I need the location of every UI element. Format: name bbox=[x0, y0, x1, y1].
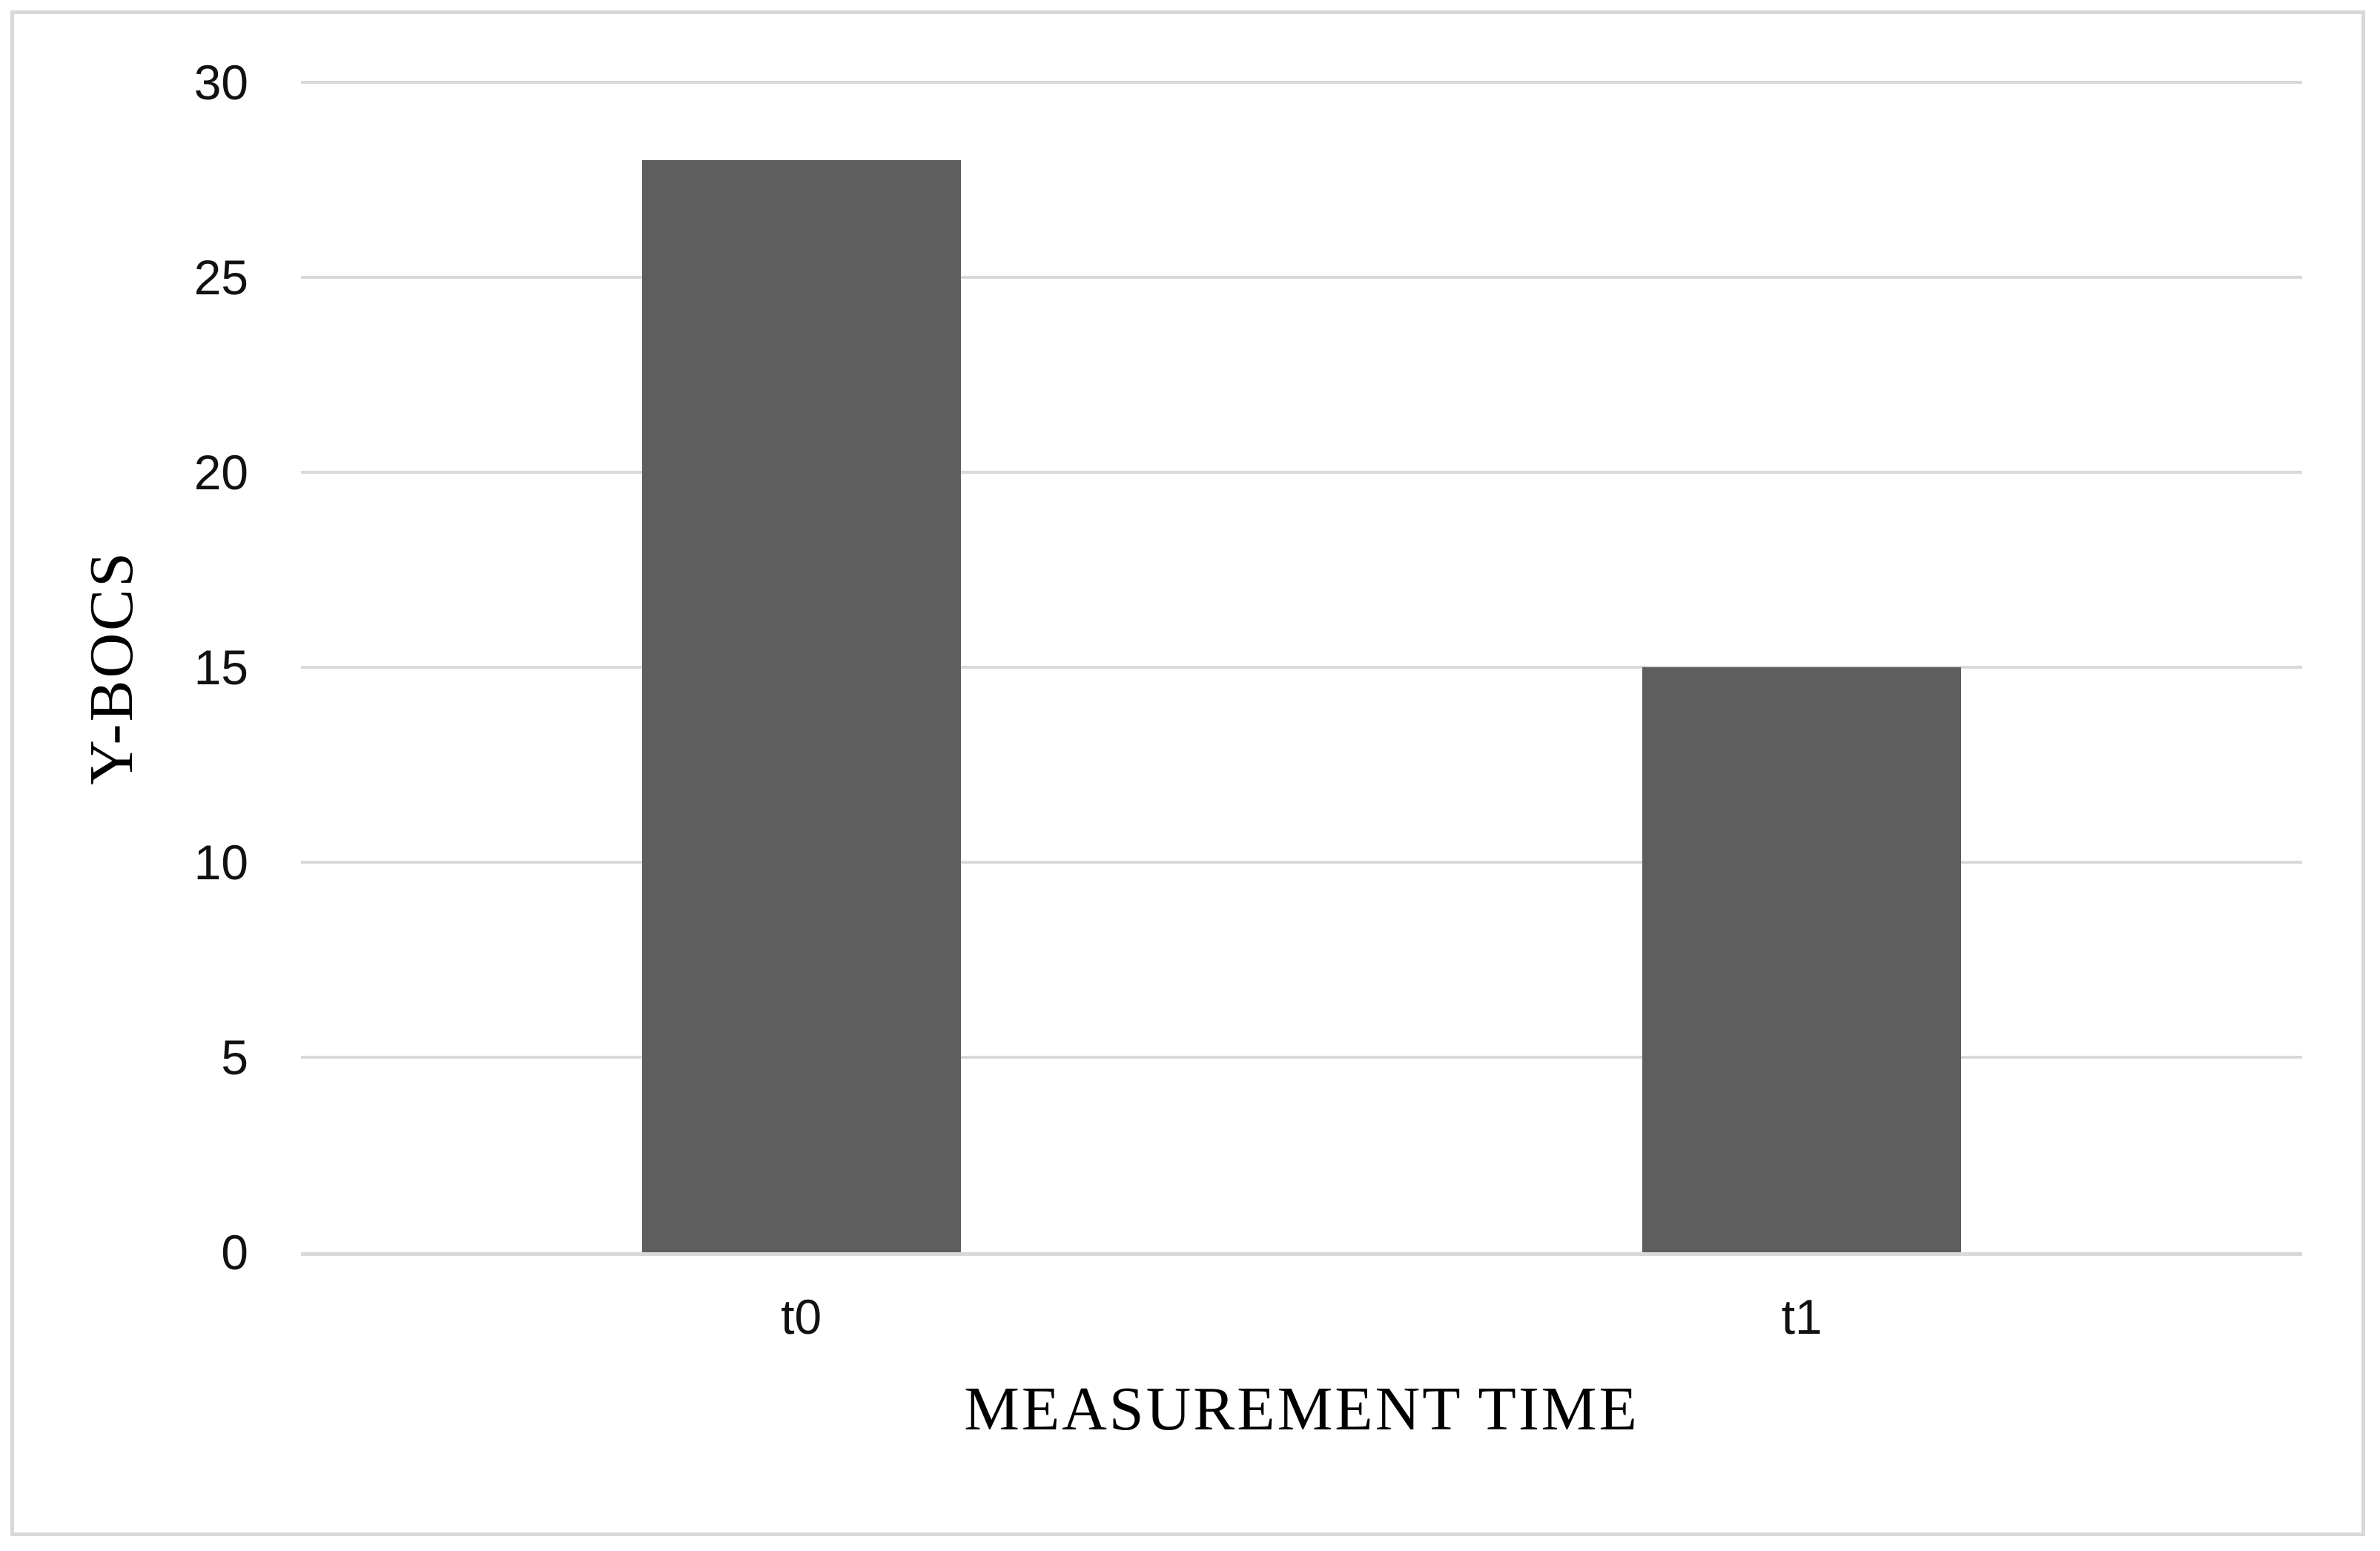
gridline-y20 bbox=[301, 471, 2302, 474]
plot-area bbox=[301, 81, 2302, 1256]
y-tick-label-0: 0 bbox=[221, 1225, 248, 1280]
x-axis-title: MEASUREMENT TIME bbox=[964, 1375, 1639, 1443]
y-tick-label-10: 10 bbox=[194, 835, 248, 890]
x-axis-line bbox=[301, 1252, 2302, 1256]
gridline-y10 bbox=[301, 861, 2302, 864]
y-tick-label-20: 20 bbox=[194, 445, 248, 500]
y-tick-label-25: 25 bbox=[194, 250, 248, 305]
x-category-label-t0: t0 bbox=[781, 1289, 822, 1344]
y-tick-label-15: 15 bbox=[194, 640, 248, 695]
y-tick-label-5: 5 bbox=[221, 1030, 248, 1085]
bar-t1 bbox=[1642, 667, 1962, 1252]
gridline-y25 bbox=[301, 276, 2302, 279]
chart-border bbox=[10, 10, 2365, 1536]
x-category-label-t1: t1 bbox=[1781, 1289, 1822, 1344]
bar-t0 bbox=[641, 160, 961, 1252]
y-tick-label-30: 30 bbox=[194, 55, 248, 110]
gridline-y30 bbox=[301, 81, 2302, 84]
gridline-y15 bbox=[301, 666, 2302, 669]
gridline-y5 bbox=[301, 1056, 2302, 1059]
